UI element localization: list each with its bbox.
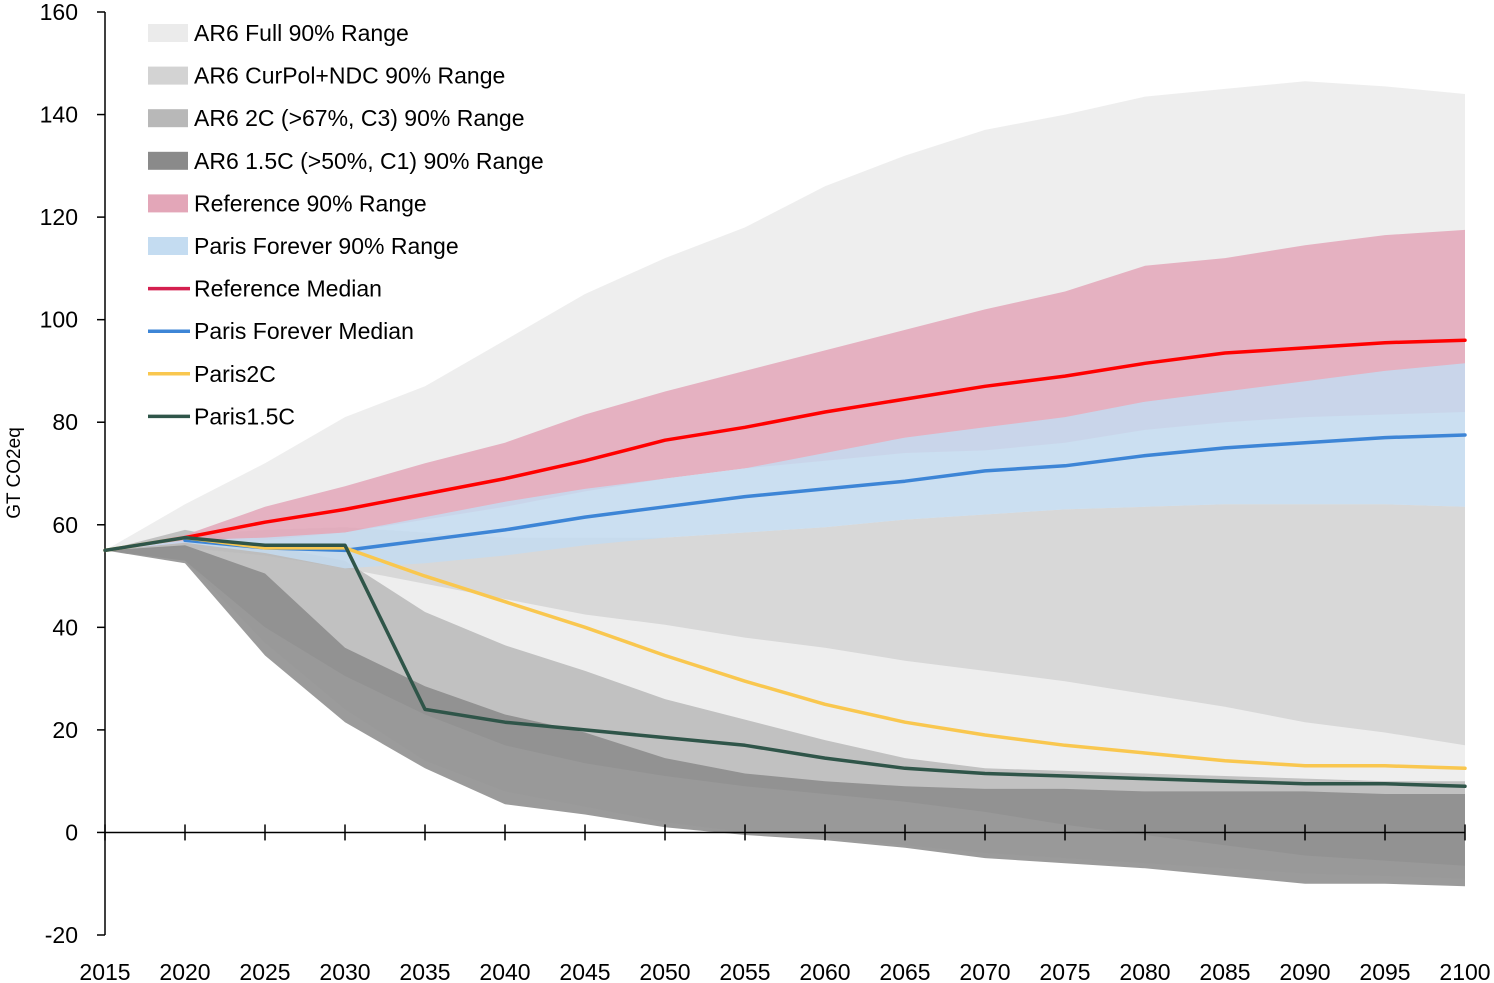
legend: AR6 Full 90% Range AR6 CurPol+NDC 90% Ran… xyxy=(148,20,544,429)
legend-label-paris-forever-median: Paris Forever Median xyxy=(194,318,414,344)
x-tick-label: 2055 xyxy=(719,959,770,983)
y-tick-label: 40 xyxy=(52,614,78,640)
line-paris-forever-median xyxy=(183,433,1467,553)
x-tick-label: 2085 xyxy=(1199,959,1250,983)
legend-label-reference-90-range: Reference 90% Range xyxy=(194,190,427,216)
y-tick-label: 120 xyxy=(40,204,78,230)
median-lines xyxy=(103,338,1467,789)
line-reference-median xyxy=(183,338,1467,540)
band-paris-forever-90-range xyxy=(105,363,1465,569)
legend-label-paris-forever-90-range: Paris Forever 90% Range xyxy=(194,233,459,259)
legend-swatch-reference-90-range xyxy=(148,194,188,213)
y-tick-label: -20 xyxy=(45,922,78,948)
range-bands xyxy=(105,81,1465,887)
x-tick-label: 2070 xyxy=(959,959,1010,983)
y-tick-label: 140 xyxy=(40,102,78,128)
legend-label-ar6-1-5c-50-c1-90-range: AR6 1.5C (>50%, C1) 90% Range xyxy=(194,148,544,174)
x-tick-label: 2075 xyxy=(1039,959,1090,983)
x-tick-label: 2025 xyxy=(239,959,290,983)
x-tick-label: 2080 xyxy=(1119,959,1170,983)
x-tick-label: 2060 xyxy=(799,959,850,983)
x-tick-label: 2065 xyxy=(879,959,930,983)
x-tick-label: 2040 xyxy=(479,959,530,983)
legend-label-paris1-5c: Paris1.5C xyxy=(194,403,295,429)
x-tick-label: 2090 xyxy=(1279,959,1330,983)
legend-label-ar6-2c-67-c3-90-range: AR6 2C (>67%, C3) 90% Range xyxy=(194,105,524,131)
line-paris1-5c xyxy=(103,535,1467,789)
x-tick-label: 2015 xyxy=(79,959,130,983)
band-ar6-1-5c-50-c1-90-range xyxy=(105,545,1465,887)
band-ar6-curpol-ndc-90-range xyxy=(105,504,1465,746)
legend-swatch-paris-forever-90-range xyxy=(148,237,188,255)
legend-label-ar6-curpol-ndc-90-range: AR6 CurPol+NDC 90% Range xyxy=(194,63,505,89)
legend-label-ar6-full-90-range: AR6 Full 90% Range xyxy=(194,20,409,46)
y-tick-label: 160 xyxy=(40,0,78,25)
y-tick-label: 0 xyxy=(65,819,78,845)
band-ar6-2c-67-c3-90-range xyxy=(105,529,1465,866)
legend-swatch-ar6-full-90-range xyxy=(148,24,188,42)
y-tick-label: 60 xyxy=(52,512,78,538)
x-tick-label: 2030 xyxy=(319,959,370,983)
y-tick-label: 100 xyxy=(40,307,78,333)
legend-swatch-ar6-2c-67-c3-90-range xyxy=(148,109,188,128)
y-tick-label: 20 xyxy=(52,717,78,743)
y-tick-label: 80 xyxy=(52,409,78,435)
line-paris2c xyxy=(103,535,1467,771)
legend-swatch-ar6-curpol-ndc-90-range xyxy=(148,66,188,85)
y-axis-title: GT CO2eq xyxy=(4,427,25,519)
legend-label-reference-median: Reference Median xyxy=(194,276,382,302)
x-tick-label: 2095 xyxy=(1359,959,1410,983)
x-tick-label: 2035 xyxy=(399,959,450,983)
x-tick-label: 2050 xyxy=(639,959,690,983)
legend-label-paris2c: Paris2C xyxy=(194,361,276,387)
legend-swatch-ar6-1-5c-50-c1-90-range xyxy=(148,151,188,170)
x-tick-label: 2100 xyxy=(1439,959,1490,983)
x-tick-label: 2020 xyxy=(159,959,210,983)
band-reference-90-range xyxy=(105,229,1465,551)
x-tick-label: 2045 xyxy=(559,959,610,983)
